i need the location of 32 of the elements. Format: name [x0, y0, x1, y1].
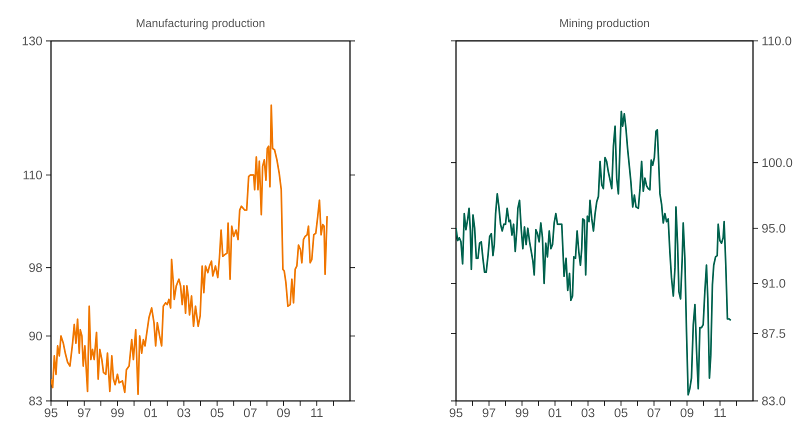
x-tick-label: 03 [177, 408, 190, 418]
x-tick-label: 05 [614, 408, 628, 418]
x-tick-label: 99 [111, 408, 124, 418]
x-tick-label: 97 [482, 408, 496, 418]
y-tick-label: 90 [29, 332, 42, 340]
x-tick-label: 95 [44, 408, 58, 418]
x-tick-label: 09 [680, 408, 694, 418]
chart-title: Mining production [560, 18, 649, 30]
x-tick-label: 11 [714, 408, 726, 417]
y2-tick-label: 110.0 [762, 36, 792, 46]
y-tick-label: 83 [29, 396, 42, 406]
y-tick-label: 110 [24, 170, 42, 180]
chart-title: Manufacturing production [136, 18, 264, 30]
x-tick-label: 11 [311, 408, 323, 417]
y2-tick-label: 87.5 [762, 329, 786, 338]
x-tick-label: 05 [210, 408, 224, 418]
y2-tick-label: 95.0 [762, 224, 786, 233]
y2-tick-label: 91.0 [762, 278, 786, 288]
x-tick-label: 09 [277, 408, 290, 418]
x-tick-label: 03 [582, 408, 594, 418]
y2-tick-label: 83.0 [762, 396, 786, 406]
x-tick-label: 01 [548, 408, 562, 418]
x-tick-label: 95 [450, 408, 462, 418]
y2-tick-label: 100.0 [762, 158, 792, 168]
x-tick-label: 01 [144, 408, 157, 418]
y-tick-label: 98 [29, 263, 42, 272]
y-tick-label: 130 [22, 36, 42, 46]
x-tick-label: 99 [516, 408, 528, 418]
line-series [51, 104, 328, 396]
x-tick-label: 97 [78, 408, 91, 418]
x-tick-label: 07 [244, 408, 257, 418]
x-tick-label: 07 [648, 408, 660, 418]
